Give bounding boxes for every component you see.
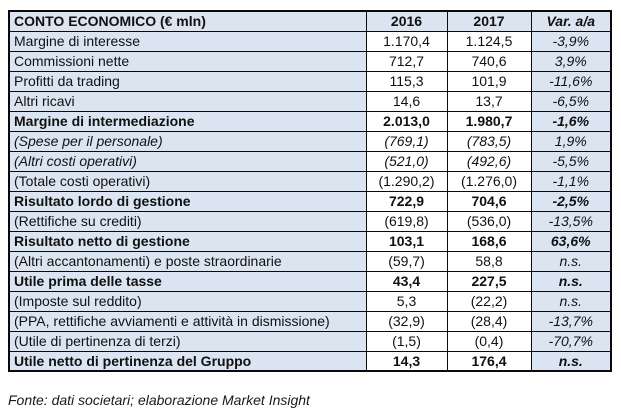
table-row: Risultato netto di gestione 103,1 168,6 63,…: [8, 230, 612, 252]
row-label: (Imposte sul reddito): [8, 290, 367, 312]
table-row: (Utile di pertinenza di terzi) (1,5) (0,4)…: [8, 330, 612, 352]
value-2017: 168,6: [446, 230, 532, 252]
table-row: Risultato lordo di gestione 722,9 704,6 -2,…: [8, 190, 612, 212]
value-2016: (769,1): [365, 130, 448, 152]
value-2017: (492,6): [446, 150, 532, 172]
value-2017: 1.124,5: [446, 30, 532, 52]
table-row: (Rettifiche su crediti) (619,8) (536,0) -13…: [8, 210, 612, 232]
value-2017: (783,5): [446, 130, 532, 152]
row-label: Risultato netto di gestione: [8, 230, 367, 252]
value-var-aa: -5,5%: [530, 150, 612, 172]
value-2016: (1.290,2): [365, 170, 448, 192]
table-row: Commissioni nette 712,7 740,6 3,9%: [8, 50, 612, 72]
value-2017: (22,2): [446, 290, 532, 312]
value-2016: (619,8): [365, 210, 448, 232]
value-var-aa: -3,9%: [530, 30, 612, 52]
row-label: Margine di interesse: [8, 30, 367, 52]
value-var-aa: 3,9%: [530, 50, 612, 72]
value-2017: (536,0): [446, 210, 532, 232]
row-label: Utile prima delle tasse: [8, 270, 367, 292]
row-label: (Rettifiche su crediti): [8, 210, 367, 232]
row-label: Commissioni nette: [8, 50, 367, 72]
value-2017: 740,6: [446, 50, 532, 72]
header-conto-economico: CONTO ECONOMICO (€ mln): [8, 10, 367, 32]
value-var-aa: -2,5%: [530, 190, 612, 212]
value-2017: 101,9: [446, 70, 532, 92]
value-2016: 115,3: [365, 70, 448, 92]
value-2016: 712,7: [365, 50, 448, 72]
table-row: Margine di intermediazione 2.013,0 1.980,7…: [8, 110, 612, 132]
row-label: (PPA, rettifiche avviamenti e attività i…: [8, 310, 367, 332]
value-var-aa: -11,6%: [530, 70, 612, 92]
value-2016: (59,7): [365, 250, 448, 272]
value-var-aa: n.s.: [530, 250, 612, 272]
value-2017: 227,5: [446, 270, 532, 292]
table-row: Utile prima delle tasse 43,4 227,5 n.s.: [8, 270, 612, 292]
source-note: Fonte: dati societari; elaborazione Mark…: [8, 392, 310, 408]
table-row: Profitti da trading 115,3 101,9 -11,6%: [8, 70, 612, 92]
value-2016: 103,1: [365, 230, 448, 252]
header-var-aa: Var. a/a: [530, 10, 612, 32]
table-row: (Totale costi operativi) (1.290,2) (1.276,…: [8, 170, 612, 192]
row-label: Risultato lordo di gestione: [8, 190, 367, 212]
row-label: Altri ricavi: [8, 90, 367, 112]
row-label: (Totale costi operativi): [8, 170, 367, 192]
value-2017: 176,4: [446, 350, 532, 372]
table-row: Altri ricavi 14,6 13,7 -6,5%: [8, 90, 612, 112]
table-row: (Spese per il personale) (769,1) (783,5) 1,…: [8, 130, 612, 152]
value-var-aa: -6,5%: [530, 90, 612, 112]
value-var-aa: -13,7%: [530, 310, 612, 332]
value-2016: (1,5): [365, 330, 448, 352]
income-statement-table: CONTO ECONOMICO (€ mln) 2016 2017 Var. a…: [8, 10, 612, 372]
value-var-aa: n.s.: [530, 350, 612, 372]
header-2017: 2017: [446, 10, 532, 32]
value-var-aa: -70,7%: [530, 330, 612, 352]
value-2016: 14,6: [365, 90, 448, 112]
value-2016: (32,9): [365, 310, 448, 332]
value-2017: 13,7: [446, 90, 532, 112]
value-2017: (1.276,0): [446, 170, 532, 192]
table-header-row: CONTO ECONOMICO (€ mln) 2016 2017 Var. a…: [8, 10, 612, 32]
table-row: (PPA, rettifiche avviamenti e attività i…: [8, 310, 612, 332]
value-2017: (28,4): [446, 310, 532, 332]
row-label: Profitti da trading: [8, 70, 367, 92]
row-label: (Altri accantonamenti) e poste straordin…: [8, 250, 367, 272]
table-row: (Altri costi operativi) (521,0) (492,6) -5,…: [8, 150, 612, 172]
row-label: (Spese per il personale): [8, 130, 367, 152]
table-row: Utile netto di pertinenza del Gruppo 14,3…: [8, 350, 612, 372]
value-var-aa: n.s.: [530, 290, 612, 312]
value-2016: 5,3: [365, 290, 448, 312]
value-var-aa: 63,6%: [530, 230, 612, 252]
value-2017: (0,4): [446, 330, 532, 352]
value-2017: 1.980,7: [446, 110, 532, 132]
value-2016: 14,3: [365, 350, 448, 372]
value-var-aa: -1,6%: [530, 110, 612, 132]
value-2016: (521,0): [365, 150, 448, 172]
value-var-aa: 1,9%: [530, 130, 612, 152]
table-row: Margine di interesse 1.170,4 1.124,5 -3,9%: [8, 30, 612, 52]
value-var-aa: n.s.: [530, 270, 612, 292]
value-2016: 2.013,0: [365, 110, 448, 132]
value-2016: 1.170,4: [365, 30, 448, 52]
table-body: Margine di interesse 1.170,4 1.124,5 -3,9% C…: [8, 30, 612, 372]
value-2016: 722,9: [365, 190, 448, 212]
value-var-aa: -13,5%: [530, 210, 612, 232]
value-2017: 58,8: [446, 250, 532, 272]
value-var-aa: -1,1%: [530, 170, 612, 192]
row-label: (Altri costi operativi): [8, 150, 367, 172]
value-2016: 43,4: [365, 270, 448, 292]
header-2016: 2016: [365, 10, 448, 32]
table-row: (Imposte sul reddito) 5,3 (22,2) n.s.: [8, 290, 612, 312]
table-row: (Altri accantonamenti) e poste straordin…: [8, 250, 612, 272]
row-label: (Utile di pertinenza di terzi): [8, 330, 367, 352]
row-label: Utile netto di pertinenza del Gruppo: [8, 350, 367, 372]
value-2017: 704,6: [446, 190, 532, 212]
row-label: Margine di intermediazione: [8, 110, 367, 132]
